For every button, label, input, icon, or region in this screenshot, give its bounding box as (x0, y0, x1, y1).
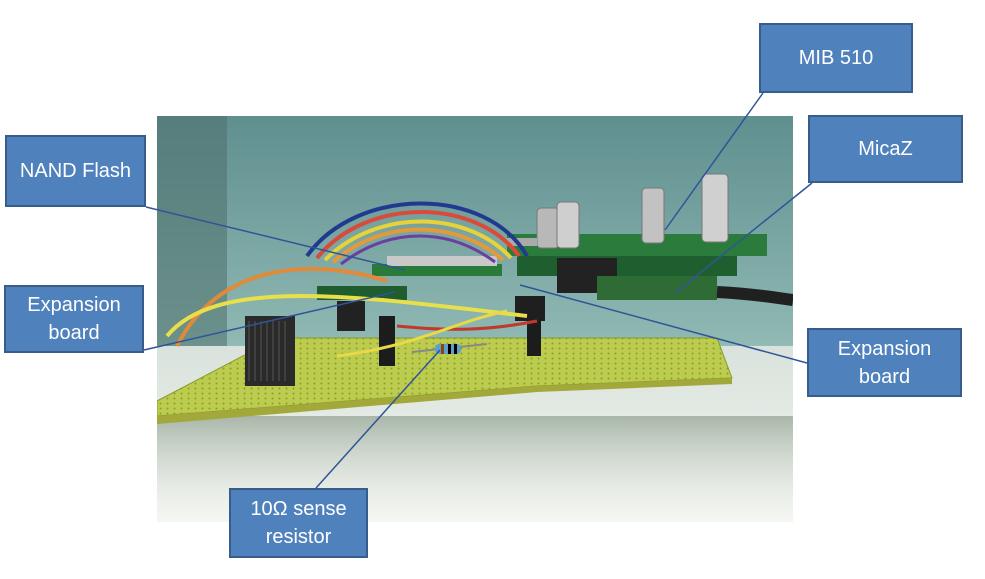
callout-mib-510: MIB 510 (759, 23, 913, 93)
callout-expansion-board-left: Expansion board (4, 285, 144, 353)
callout-micaz: MicaZ (808, 115, 963, 183)
callout-nand-flash: NAND Flash (5, 135, 146, 207)
photo-svg (157, 116, 793, 522)
circuit-board-photo (157, 116, 793, 522)
callout-sense-resistor: 10Ω sense resistor (229, 488, 368, 558)
callout-expansion-board-right: Expansion board (807, 328, 962, 397)
